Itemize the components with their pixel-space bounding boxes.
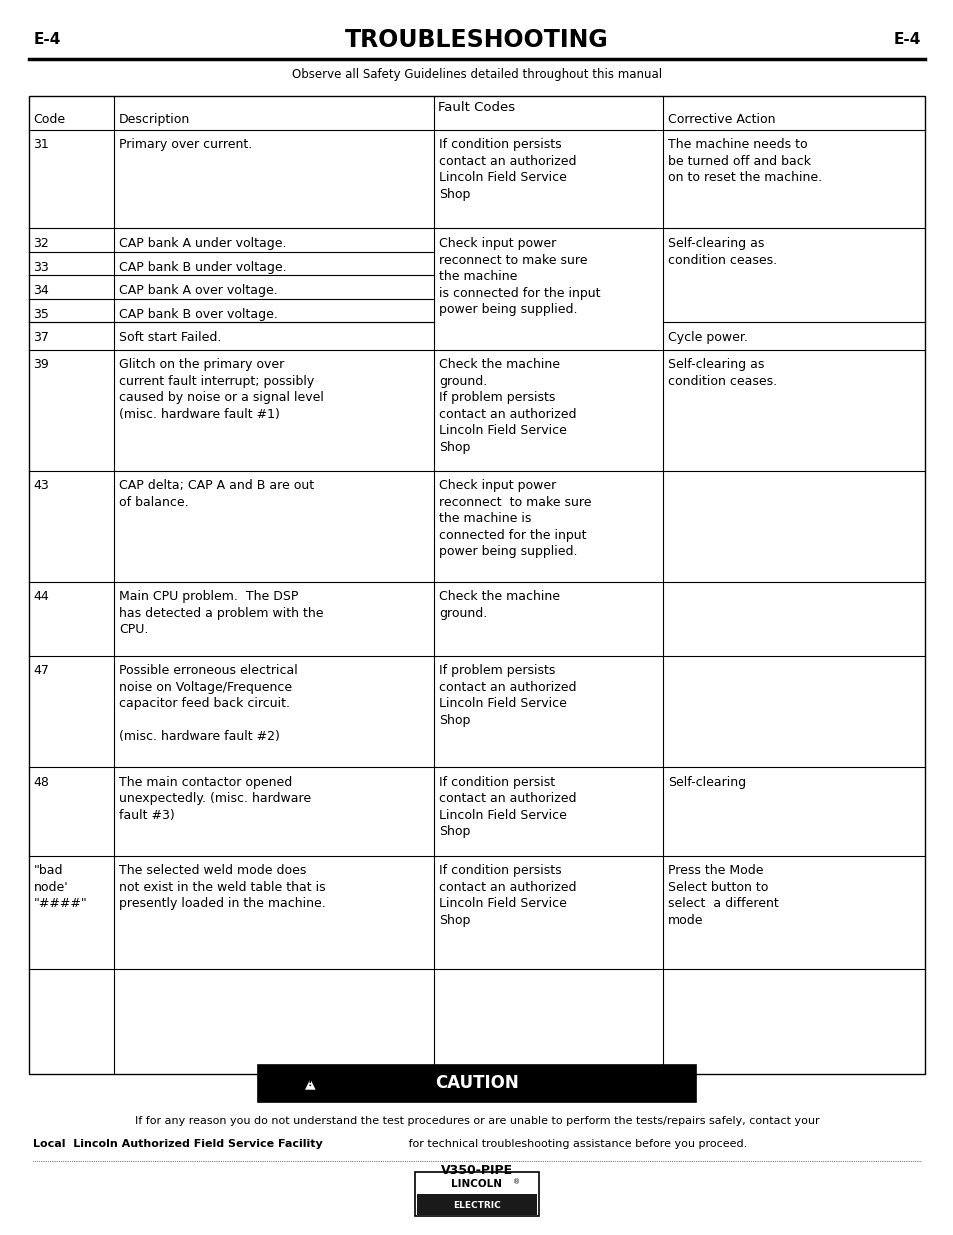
Text: !: ! xyxy=(308,1078,312,1088)
Text: Description: Description xyxy=(119,114,191,126)
Text: Press the Mode
Select button to
select  a different
mode: Press the Mode Select button to select a… xyxy=(667,864,778,927)
Text: CAP bank B over voltage.: CAP bank B over voltage. xyxy=(119,308,278,321)
Text: Observe all Safety Guidelines detailed throughout this manual: Observe all Safety Guidelines detailed t… xyxy=(292,68,661,80)
Text: Main CPU problem.  The DSP
has detected a problem with the
CPU.: Main CPU problem. The DSP has detected a… xyxy=(119,590,323,636)
Text: Check input power
reconnect to make sure
the machine
is connected for the input
: Check input power reconnect to make sure… xyxy=(438,237,599,316)
Text: Fault Codes: Fault Codes xyxy=(438,101,515,114)
Bar xyxy=(29,96,924,1074)
Text: If for any reason you do not understand the test procedures or are unable to per: If for any reason you do not understand … xyxy=(134,1116,819,1126)
Text: Self-clearing: Self-clearing xyxy=(667,776,745,789)
Text: Self-clearing as
condition ceases.: Self-clearing as condition ceases. xyxy=(667,237,776,267)
Text: TROUBLESHOOTING: TROUBLESHOOTING xyxy=(345,27,608,52)
Text: CAP bank B under voltage.: CAP bank B under voltage. xyxy=(119,261,287,274)
Text: If condition persists
contact an authorized
Lincoln Field Service
Shop: If condition persists contact an authori… xyxy=(438,864,576,927)
Text: Code: Code xyxy=(33,114,66,126)
Text: 37: 37 xyxy=(33,331,50,345)
Text: The selected weld mode does
not exist in the weld table that is
presently loaded: The selected weld mode does not exist in… xyxy=(119,864,326,910)
Text: 35: 35 xyxy=(33,308,50,321)
Text: 43: 43 xyxy=(33,479,50,493)
Bar xyxy=(257,1065,696,1102)
Text: Primary over current.: Primary over current. xyxy=(119,138,253,152)
Bar xyxy=(416,1194,537,1215)
Text: 33: 33 xyxy=(33,261,50,274)
Text: CAP delta; CAP A and B are out
of balance.: CAP delta; CAP A and B are out of balanc… xyxy=(119,479,314,509)
Text: CAP bank A under voltage.: CAP bank A under voltage. xyxy=(119,237,287,251)
Bar xyxy=(415,1172,538,1216)
Text: CAUTION: CAUTION xyxy=(435,1074,518,1092)
Text: E-4: E-4 xyxy=(33,32,61,47)
Text: 44: 44 xyxy=(33,590,50,604)
Text: ELECTRIC: ELECTRIC xyxy=(453,1202,500,1210)
Text: CAP bank A over voltage.: CAP bank A over voltage. xyxy=(119,284,277,298)
Text: Local  Lincoln Authorized Field Service Facility: Local Lincoln Authorized Field Service F… xyxy=(33,1139,323,1149)
Text: Check the machine
ground.
If problem persists
contact an authorized
Lincoln Fiel: Check the machine ground. If problem per… xyxy=(438,358,576,453)
Text: Cycle power.: Cycle power. xyxy=(667,331,747,345)
Text: 39: 39 xyxy=(33,358,50,372)
Text: 32: 32 xyxy=(33,237,50,251)
Text: "bad
node'
"####": "bad node' "####" xyxy=(33,864,87,910)
Text: If condition persist
contact an authorized
Lincoln Field Service
Shop: If condition persist contact an authoriz… xyxy=(438,776,576,839)
Text: Soft start Failed.: Soft start Failed. xyxy=(119,331,221,345)
Text: If condition persists
contact an authorized
Lincoln Field Service
Shop: If condition persists contact an authori… xyxy=(438,138,576,201)
Text: Corrective Action: Corrective Action xyxy=(667,114,775,126)
Text: V350-PIPE: V350-PIPE xyxy=(440,1165,513,1177)
Text: 34: 34 xyxy=(33,284,50,298)
Text: If problem persists
contact an authorized
Lincoln Field Service
Shop: If problem persists contact an authorize… xyxy=(438,664,576,727)
Text: ®: ® xyxy=(513,1179,519,1186)
Text: ▲: ▲ xyxy=(304,1076,315,1091)
Text: Self-clearing as
condition ceases.: Self-clearing as condition ceases. xyxy=(667,358,776,388)
Text: Possible erroneous electrical
noise on Voltage/Frequence
capacitor feed back cir: Possible erroneous electrical noise on V… xyxy=(119,664,297,743)
Text: LINCOLN: LINCOLN xyxy=(451,1179,502,1189)
Text: for technical troubleshooting assistance before you proceed.: for technical troubleshooting assistance… xyxy=(405,1139,747,1149)
Text: The machine needs to
be turned off and back
on to reset the machine.: The machine needs to be turned off and b… xyxy=(667,138,821,184)
Text: 48: 48 xyxy=(33,776,50,789)
Text: 31: 31 xyxy=(33,138,50,152)
Text: Glitch on the primary over
current fault interrupt; possibly
caused by noise or : Glitch on the primary over current fault… xyxy=(119,358,324,421)
Text: The main contactor opened
unexpectedly. (misc. hardware
fault #3): The main contactor opened unexpectedly. … xyxy=(119,776,311,821)
Text: E-4: E-4 xyxy=(892,32,920,47)
Text: 47: 47 xyxy=(33,664,50,678)
Text: Check input power
reconnect  to make sure
the machine is
connected for the input: Check input power reconnect to make sure… xyxy=(438,479,591,558)
Text: Check the machine
ground.: Check the machine ground. xyxy=(438,590,559,620)
